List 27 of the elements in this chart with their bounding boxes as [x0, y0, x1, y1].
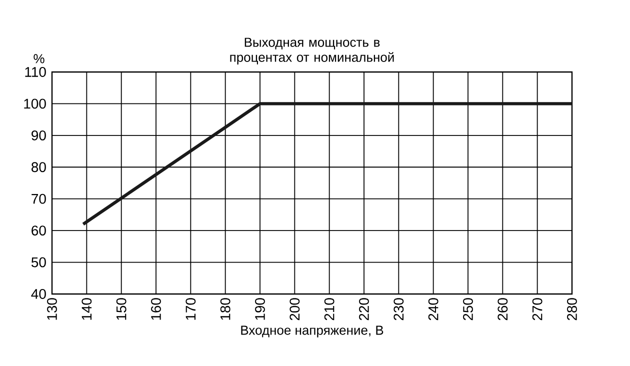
- x-tick-label: 140: [82, 298, 92, 320]
- y-tick-label: 70: [32, 194, 46, 204]
- y-tick-label: 100: [24, 98, 46, 109]
- y-tick-label: 40: [31, 289, 46, 299]
- y-tick-label: 80: [32, 162, 46, 172]
- x-tick-label: 150: [116, 298, 126, 320]
- y-tick-label: 60: [32, 226, 46, 236]
- chart-title: Выходная мощность в процентах от номинальной: [230, 38, 394, 64]
- x-tick-label: 200: [290, 298, 300, 320]
- x-tick-label: 180: [220, 298, 230, 320]
- x-tick-label: 220: [359, 298, 369, 320]
- x-tick-label: 270: [532, 298, 542, 320]
- x-tick-label: 170: [186, 298, 196, 320]
- x-tick-label: 230: [394, 298, 404, 320]
- y-axis-title: %: [34, 54, 44, 64]
- y-tick-label: 50: [31, 257, 46, 268]
- x-tick-label: 240: [428, 298, 438, 320]
- y-tick-label: 110: [25, 67, 46, 77]
- x-tick-label: 250: [463, 298, 473, 320]
- x-tick-label: 260: [498, 298, 508, 320]
- x-tick-label: 280: [567, 298, 577, 320]
- x-axis-title: Входное напряжение, В: [241, 326, 384, 338]
- x-tick-label: 210: [324, 298, 334, 320]
- y-tick-label: 90: [32, 130, 46, 140]
- x-tick-label: 130: [47, 298, 57, 320]
- x-tick-label: 190: [255, 298, 265, 320]
- x-tick-label: 160: [151, 298, 161, 320]
